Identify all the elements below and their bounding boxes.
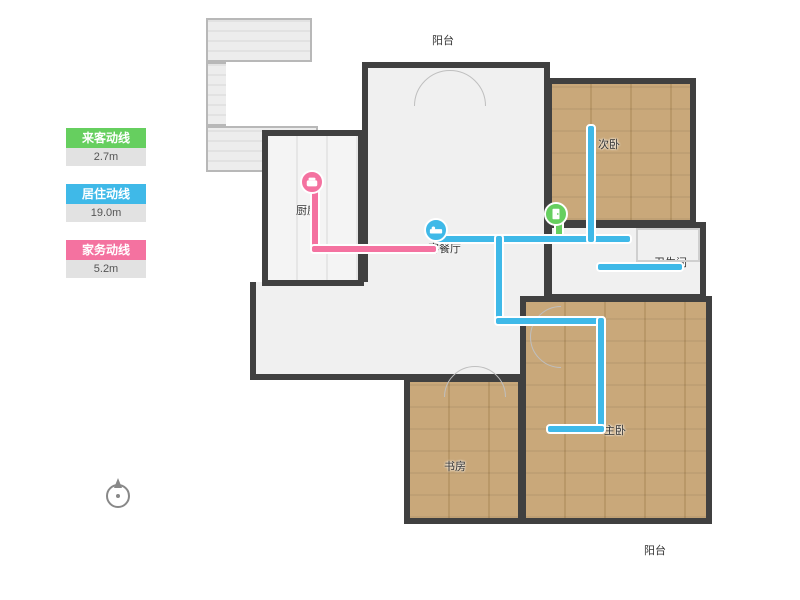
legend-value-living: 19.0m xyxy=(66,204,146,222)
route-living xyxy=(434,234,632,244)
label-balcony-bot: 阳台 xyxy=(644,542,666,558)
bed-icon xyxy=(424,218,448,242)
route-living xyxy=(586,124,596,244)
label-study: 书房 xyxy=(444,458,466,474)
bath-partition xyxy=(636,228,700,262)
label-master: 主卧 xyxy=(604,422,626,438)
route-living xyxy=(596,316,606,432)
legend-item-living: 居住动线 19.0m xyxy=(66,184,146,222)
label-balcony-top: 阳台 xyxy=(432,32,454,48)
route-chores xyxy=(310,244,438,254)
legend-item-guest: 来客动线 2.7m xyxy=(66,128,146,166)
legend-item-chores: 家务动线 5.2m xyxy=(66,240,146,278)
legend: 来客动线 2.7m 居住动线 19.0m 家务动线 5.2m xyxy=(66,128,146,296)
legend-title-chores: 家务动线 xyxy=(66,240,146,260)
room-sec-bed xyxy=(546,78,696,226)
legend-value-chores: 5.2m xyxy=(66,260,146,278)
compass-icon xyxy=(100,476,136,512)
room-balcony-top xyxy=(206,18,312,62)
route-living xyxy=(596,262,684,272)
route-chores xyxy=(310,188,320,252)
legend-value-guest: 2.7m xyxy=(66,148,146,166)
label-sec-bed: 次卧 xyxy=(598,136,620,152)
room-balcony-left xyxy=(206,62,226,126)
legend-title-living: 居住动线 xyxy=(66,184,146,204)
legend-title-guest: 来客动线 xyxy=(66,128,146,148)
route-living xyxy=(546,424,606,434)
pot-icon xyxy=(300,170,324,194)
route-living xyxy=(494,234,504,324)
room-living-din-ext xyxy=(250,282,550,380)
route-living xyxy=(494,316,606,326)
door-icon xyxy=(544,202,568,226)
floor-plan: 阳台 厨房 次卧 卫生间 书房 主卧 阳台 客餐厅 xyxy=(206,18,726,578)
room-study xyxy=(404,376,524,524)
